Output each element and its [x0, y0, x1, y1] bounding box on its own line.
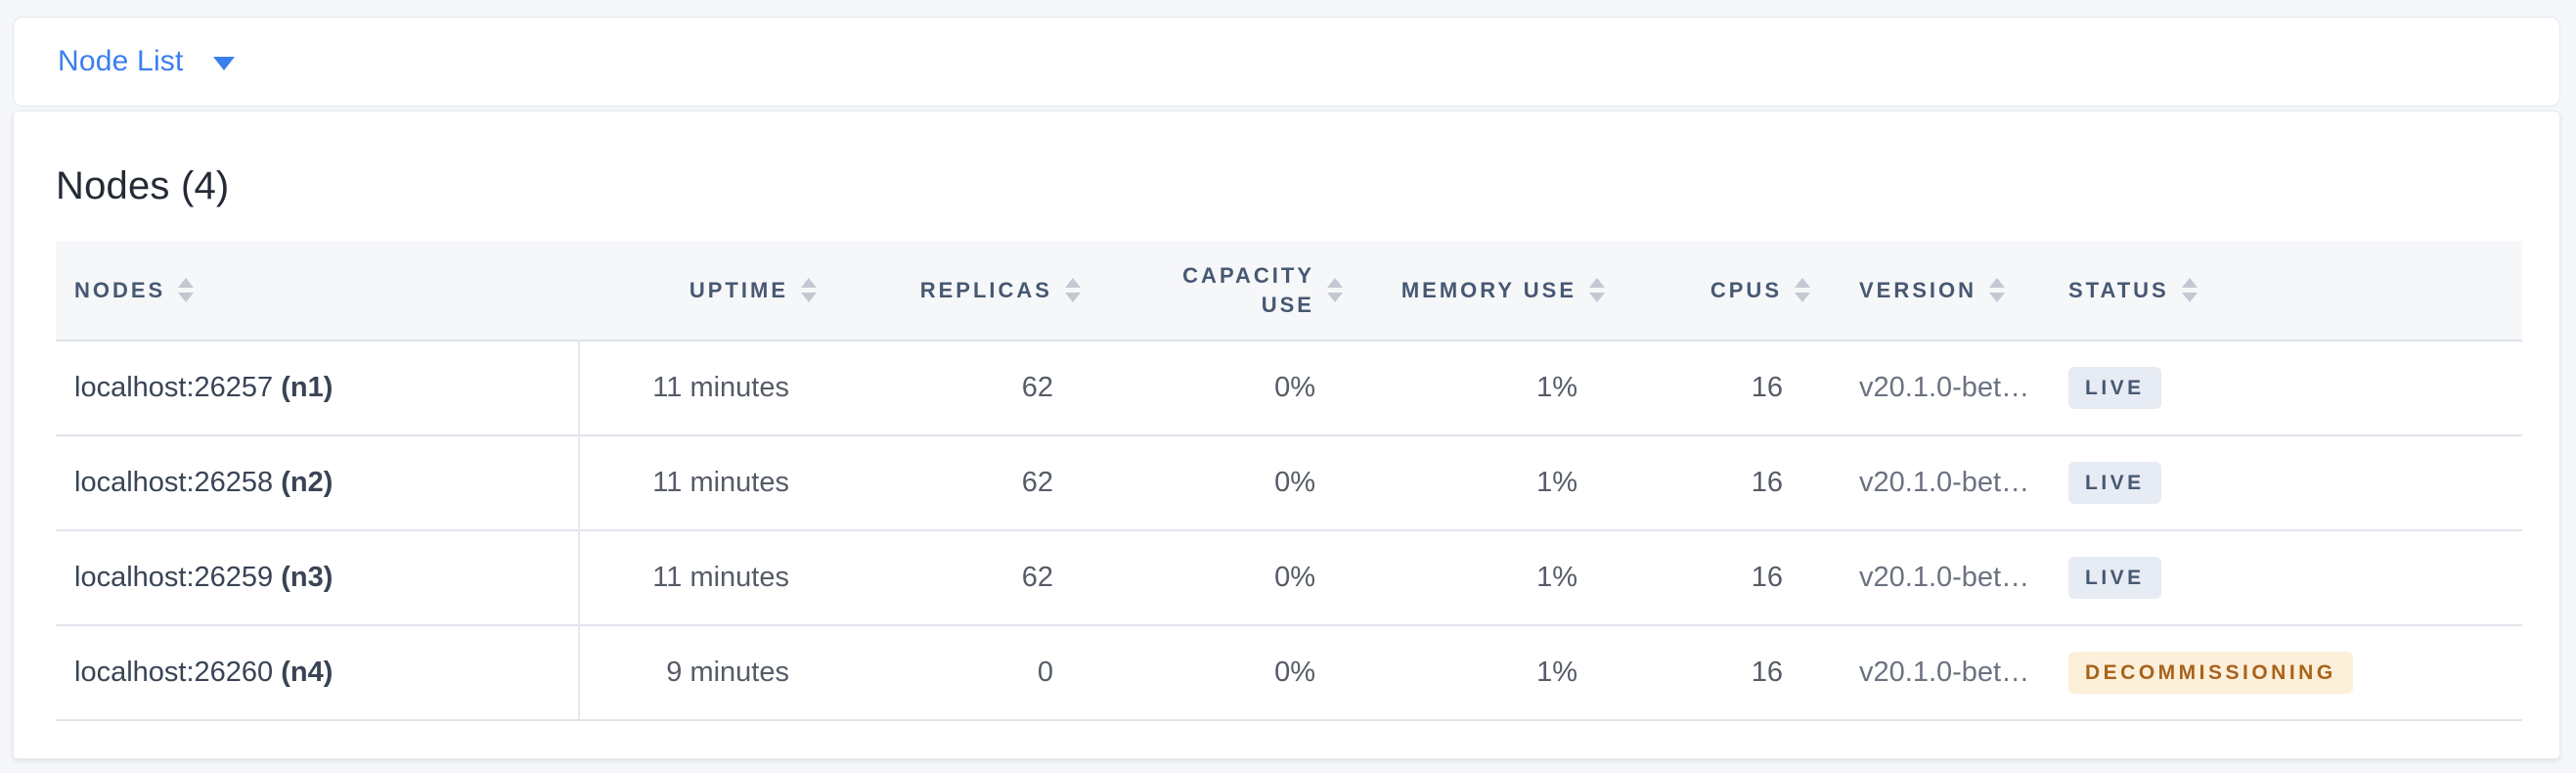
node-id: (n4) [281, 657, 333, 688]
node-row[interactable]: localhost:26258 (n2) 11 minutes 62 0% 1%… [56, 434, 2522, 530]
node-address[interactable]: localhost:26259 [74, 562, 274, 593]
status-cell: DECOMMISSIONING [2055, 624, 2522, 721]
column-header-version[interactable]: VERSION [1824, 241, 2055, 341]
memory-use-cell: 1% [1356, 624, 1619, 721]
node-row[interactable]: localhost:26260 (n4) 9 minutes 0 0% 1% 1… [56, 624, 2522, 721]
memory-use-cell: 1% [1356, 529, 1619, 625]
status-cell: LIVE [2055, 434, 2522, 530]
cpus-cell: 16 [1619, 434, 1824, 530]
column-header-capacity-use[interactable]: CAPACITY USE [1094, 241, 1356, 341]
node-list-dropdown[interactable]: Node List [58, 45, 235, 78]
status-badge: LIVE [2068, 461, 2161, 505]
capacity-use-cell: 0% [1094, 340, 1356, 435]
sort-icon [1795, 278, 1810, 302]
capacity-use-cell: 0% [1094, 434, 1356, 530]
uptime-cell: 11 minutes [579, 340, 830, 435]
node-address-cell[interactable]: localhost:26257 (n1) [56, 340, 580, 435]
node-address[interactable]: localhost:26257 [74, 372, 274, 403]
cpus-cell: 16 [1619, 529, 1824, 625]
status-badge: DECOMMISSIONING [2068, 651, 2353, 695]
nodes-table: NODES UPTIME REPLICAS [56, 241, 2522, 721]
memory-use-cell: 1% [1356, 434, 1619, 530]
status-badge: LIVE [2068, 556, 2161, 600]
version-cell: v20.1.0-bet… [1824, 340, 2055, 435]
replicas-cell: 62 [830, 340, 1094, 435]
replicas-cell: 62 [830, 434, 1094, 530]
replicas-cell: 0 [830, 624, 1094, 721]
sort-icon [1989, 278, 2006, 302]
column-header-replicas[interactable]: REPLICAS [830, 241, 1094, 341]
page-header: Node List [13, 17, 2560, 107]
status-badge: LIVE [2068, 366, 2161, 410]
uptime-cell: 11 minutes [579, 434, 830, 530]
status-cell: LIVE [2055, 529, 2522, 625]
sort-icon [1065, 278, 1081, 302]
column-header-memory-use[interactable]: MEMORY USE [1356, 241, 1619, 341]
sort-icon [178, 278, 195, 302]
chevron-down-icon [212, 56, 235, 70]
sort-icon [1327, 278, 1343, 302]
memory-use-cell: 1% [1356, 340, 1619, 435]
capacity-use-cell: 0% [1094, 624, 1356, 721]
cpus-cell: 16 [1619, 624, 1824, 721]
node-list-dropdown-label: Node List [58, 45, 184, 77]
table-header-row: NODES UPTIME REPLICAS [56, 241, 2522, 341]
nodes-count-title: Nodes (4) [56, 164, 230, 207]
node-address[interactable]: localhost:26258 [74, 467, 274, 498]
replicas-cell: 62 [830, 529, 1094, 625]
node-id: (n2) [281, 467, 333, 498]
node-id: (n3) [281, 562, 333, 593]
capacity-use-cell: 0% [1094, 529, 1356, 625]
nodes-card: Nodes (4) NODES UPTIME [13, 111, 2560, 759]
node-row[interactable]: localhost:26259 (n3) 11 minutes 62 0% 1%… [56, 529, 2522, 625]
node-address-cell[interactable]: localhost:26260 (n4) [56, 624, 580, 721]
sort-icon [2181, 278, 2198, 302]
sort-icon [801, 278, 817, 302]
version-cell: v20.1.0-bet… [1824, 434, 2055, 530]
column-header-cpus[interactable]: CPUS [1619, 241, 1824, 341]
node-address-cell[interactable]: localhost:26259 (n3) [56, 529, 580, 625]
column-header-status[interactable]: STATUS [2055, 241, 2522, 341]
uptime-cell: 9 minutes [579, 624, 830, 721]
node-address[interactable]: localhost:26260 [74, 657, 274, 688]
version-cell: v20.1.0-bet… [1824, 624, 2055, 721]
status-cell: LIVE [2055, 340, 2522, 435]
node-address-cell[interactable]: localhost:26258 (n2) [56, 434, 580, 530]
cpus-cell: 16 [1619, 340, 1824, 435]
node-row[interactable]: localhost:26257 (n1) 11 minutes 62 0% 1%… [56, 340, 2522, 435]
uptime-cell: 11 minutes [579, 529, 830, 625]
node-id: (n1) [281, 372, 333, 403]
column-header-nodes[interactable]: NODES [56, 241, 579, 341]
version-cell: v20.1.0-bet… [1824, 529, 2055, 625]
sort-icon [1589, 278, 1605, 302]
column-header-uptime[interactable]: UPTIME [579, 241, 830, 341]
